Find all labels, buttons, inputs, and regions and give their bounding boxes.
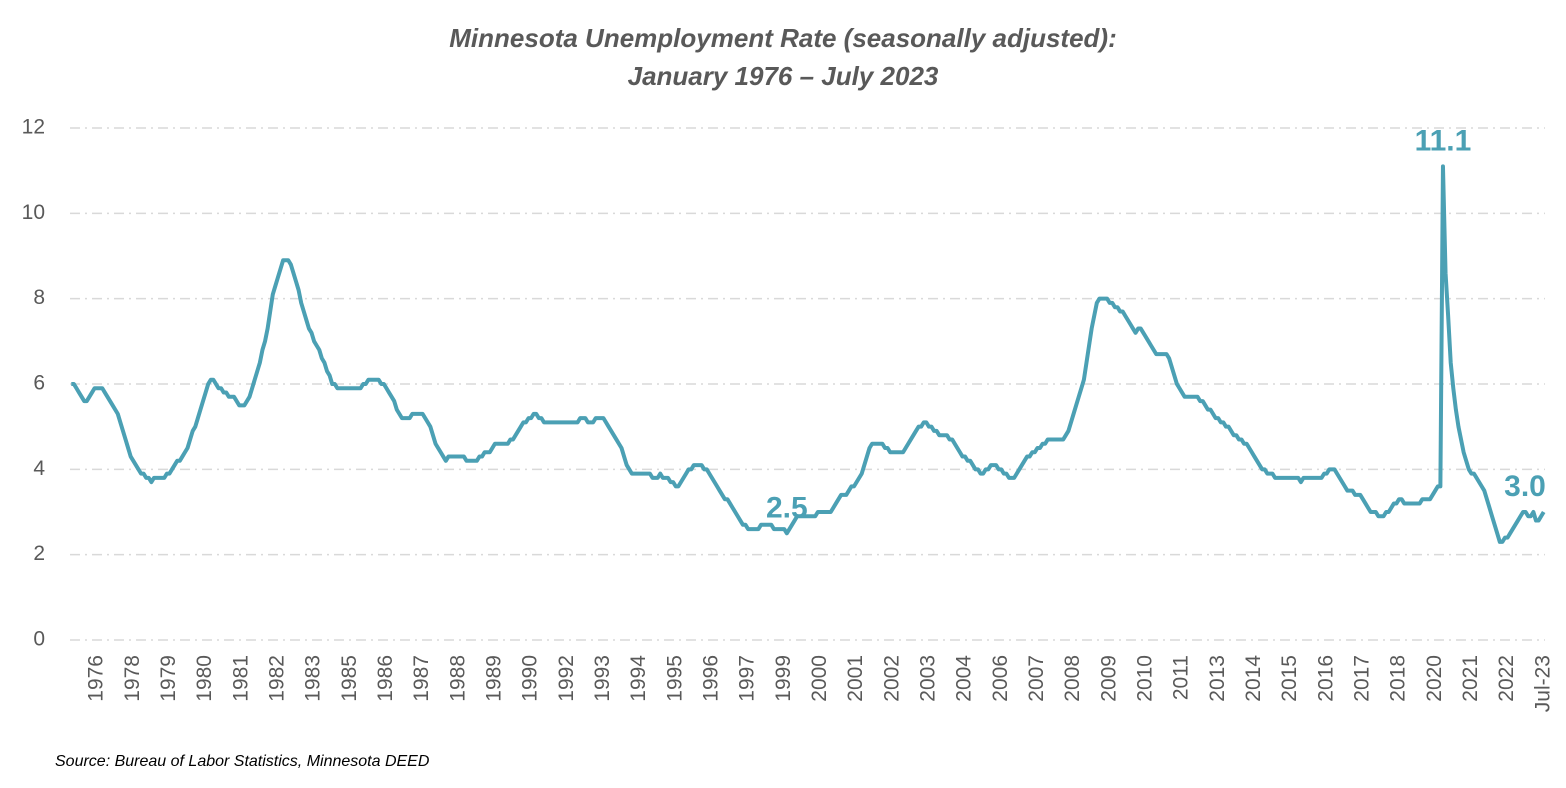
x-tick-label: 2007 <box>1025 655 1048 702</box>
y-tick-label: 12 <box>22 116 45 139</box>
x-tick-label: 2004 <box>953 655 976 702</box>
source-note: Source: Bureau of Labor Statistics, Minn… <box>55 753 430 770</box>
x-tick-label: 1983 <box>302 655 325 702</box>
x-tick-label: Jul-23 <box>1531 655 1554 712</box>
x-tick-label: 1981 <box>229 655 252 702</box>
data-label: 2.5 <box>766 491 808 524</box>
x-tick-label: 1990 <box>519 655 542 702</box>
x-tick-label: 2014 <box>1242 655 1265 702</box>
x-tick-label: 2015 <box>1278 655 1301 702</box>
x-tick-label: 1976 <box>85 655 108 702</box>
chart-title: January 1976 – July 2023 <box>628 61 939 91</box>
x-tick-label: 2020 <box>1423 655 1446 702</box>
x-tick-label: 2021 <box>1459 655 1482 702</box>
y-tick-label: 0 <box>33 628 45 651</box>
y-tick-label: 2 <box>33 542 45 565</box>
y-tick-label: 10 <box>22 201 45 224</box>
x-tick-label: 2008 <box>1061 655 1084 702</box>
x-tick-label: 1987 <box>410 655 433 702</box>
chart-title: Minnesota Unemployment Rate (seasonally … <box>449 23 1116 53</box>
x-tick-label: 2010 <box>1133 655 1156 702</box>
x-tick-label: 2009 <box>1097 655 1120 702</box>
x-tick-label: 1999 <box>772 655 795 702</box>
x-tick-label: 1995 <box>663 655 686 702</box>
x-tick-label: 2011 <box>1170 655 1193 700</box>
x-tick-label: 2013 <box>1206 655 1229 702</box>
y-tick-label: 8 <box>33 286 45 309</box>
x-tick-label: 2000 <box>808 655 831 702</box>
data-line <box>71 164 1546 544</box>
x-tick-label: 1978 <box>121 655 144 702</box>
x-tick-label: 1982 <box>265 655 288 702</box>
y-tick-label: 4 <box>33 457 45 480</box>
x-tick-label: 1997 <box>736 655 759 702</box>
x-tick-label: 2017 <box>1350 655 1373 702</box>
x-tick-label: 1985 <box>338 655 361 702</box>
x-tick-label: 1979 <box>157 655 180 702</box>
x-tick-label: 1986 <box>374 655 397 702</box>
x-tick-label: 2022 <box>1495 655 1518 702</box>
x-tick-label: 2018 <box>1387 655 1410 702</box>
x-tick-label: 1980 <box>193 655 216 702</box>
x-tick-label: 1989 <box>482 655 505 702</box>
x-tick-label: 2001 <box>844 655 867 702</box>
x-tick-label: 2016 <box>1314 655 1337 702</box>
x-tick-label: 1993 <box>591 655 614 702</box>
x-tick-label: 2003 <box>916 655 939 702</box>
data-label: 3.0 <box>1504 470 1546 503</box>
y-tick-label: 6 <box>33 372 45 395</box>
x-tick-label: 1992 <box>555 655 578 702</box>
x-tick-label: 2006 <box>989 655 1012 702</box>
x-tick-label: 2002 <box>880 655 903 702</box>
x-tick-label: 1988 <box>446 655 469 702</box>
x-tick-label: 1994 <box>627 655 650 702</box>
data-label: 11.1 <box>1415 124 1472 157</box>
x-tick-label: 1996 <box>699 655 722 702</box>
